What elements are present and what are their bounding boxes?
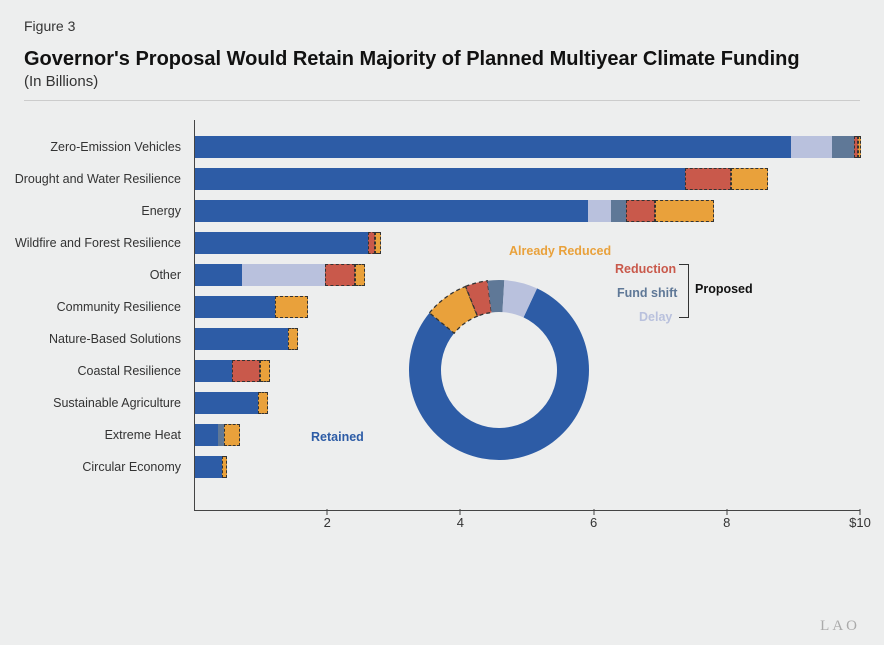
category-label: Circular Economy [82,460,181,474]
category-label: Nature-Based Solutions [49,332,181,346]
bar-segment-already_reduced [355,264,365,286]
bar-segment-retained [195,232,368,254]
bar-segment-retained [195,264,242,286]
chart-area: Zero-Emission VehiclesDrought and Water … [24,120,860,605]
donut-label-reduction: Reduction [615,262,676,276]
bar-segment-delay [242,264,325,286]
bar-segment-already_reduced [275,296,308,318]
bar-segment-already_reduced [258,392,268,414]
x-tick-label: 8 [723,515,730,530]
donut-label-delay: Delay [639,310,672,324]
chart-title: Governor's Proposal Would Retain Majorit… [0,34,884,73]
donut-label-proposed: Proposed [695,282,753,296]
bar-segment-reduction [368,232,375,254]
bar-segment-already_reduced [224,424,241,446]
bar-segment-already_reduced [222,456,227,478]
bar-segment-reduction [232,360,260,382]
category-label: Wildfire and Forest Resilience [15,236,181,250]
category-label: Community Resilience [57,300,181,314]
bar-segment-fund_shift [832,136,853,158]
category-label: Zero-Emission Vehicles [50,140,181,154]
figure-label: Figure 3 [0,0,884,34]
bar-segment-retained [195,392,258,414]
x-axis-ticks: 2468$10 [194,515,860,535]
bar-segment-retained [195,360,232,382]
bar-segment-reduction [325,264,355,286]
x-tick-label: 2 [324,515,331,530]
bar-segment-retained [195,200,588,222]
bar-segment-already_reduced [288,328,298,350]
bar-segment-retained [195,136,791,158]
donut-label-fund-shift: Fund shift [617,286,677,300]
category-label: Energy [141,204,181,218]
chart-subtitle: (In Billions) [0,73,884,100]
bar-segment-reduction [626,200,655,222]
bar-segment-fund_shift [611,200,626,222]
bar-segment-retained [195,328,288,350]
x-tick-label: $10 [849,515,871,530]
x-tick-label: 6 [590,515,597,530]
bar-segment-delay [791,136,832,158]
donut-label-already-reduced: Already Reduced [509,244,611,258]
bar-segment-already_reduced [260,360,270,382]
bar-segment-retained [195,424,218,446]
bar-segment-already_reduced [655,200,715,222]
category-label: Other [150,268,181,282]
divider [24,100,860,101]
donut-label-retained: Retained [311,430,364,444]
bar-segment-retained [195,296,275,318]
category-label: Coastal Resilience [77,364,181,378]
x-axis-line [194,510,860,511]
bar-segment-reduction [685,168,732,190]
bar-segment-already_reduced [858,136,861,158]
proposed-bracket [679,264,689,318]
bar-segment-delay [588,200,611,222]
bar-segment-already_reduced [731,168,768,190]
bar-segment-retained [195,456,222,478]
x-tick-label: 4 [457,515,464,530]
category-label: Drought and Water Resilience [15,172,181,186]
category-label: Sustainable Agriculture [53,396,181,410]
category-label: Extreme Heat [105,428,181,442]
bar-segment-retained [195,168,685,190]
footer-logo: LAO [820,618,860,635]
